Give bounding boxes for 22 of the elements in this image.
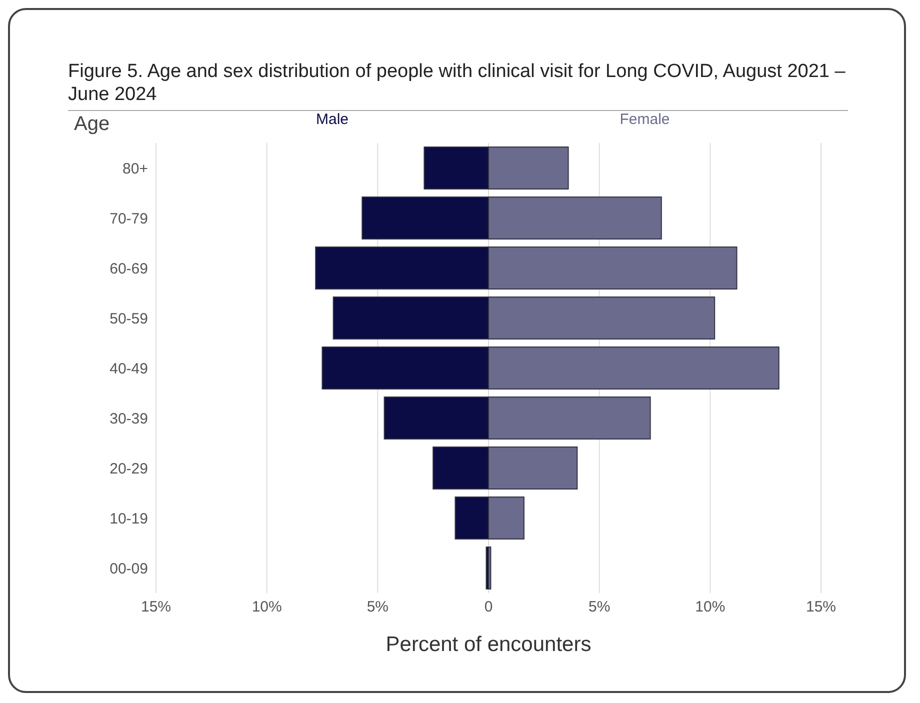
x-tick-label: 15%	[806, 598, 836, 616]
text: Female	[620, 111, 670, 128]
y-tick-label: 80+	[122, 160, 148, 178]
chart-title: Figure 5. Age and sex distribution of people with clinical visit for Long COVID, August 2021 – June 2024	[68, 60, 848, 111]
x-tick-label: 10%	[252, 598, 282, 616]
y-tick-label: 50-59	[110, 310, 148, 328]
text: Male	[316, 111, 349, 128]
y-tick-label: 40-49	[110, 360, 148, 378]
y-axis-title: Age	[74, 113, 110, 136]
x-axis-title: Percent of encounters	[384, 633, 592, 657]
x-tick-label: 0	[484, 598, 493, 616]
y-tick-label: 00-09	[110, 560, 148, 578]
y-tick-label: 60-69	[110, 260, 148, 278]
y-tick-label: 10-19	[110, 510, 148, 528]
y-tick-label: 20-29	[110, 460, 148, 478]
x-tick-label: 10%	[695, 598, 726, 616]
x-tick-label: 5%	[366, 598, 389, 616]
y-tick-label: 30-39	[110, 410, 148, 428]
bar	[488, 546, 492, 590]
y-tick-label: 70-79	[110, 210, 148, 228]
x-tick-label: 15%	[140, 598, 172, 616]
x-tick-label: 5%	[588, 598, 610, 616]
